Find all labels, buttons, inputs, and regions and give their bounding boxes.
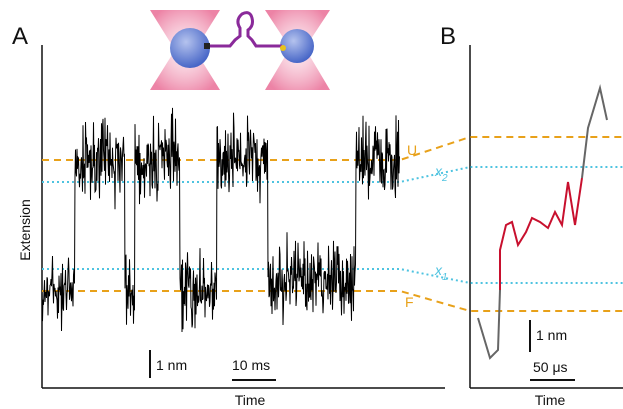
intermediate-label: x2: [434, 163, 448, 184]
level-label: U: [407, 142, 417, 158]
symbol: x: [434, 262, 443, 278]
axes: [41, 45, 623, 389]
level-label: F: [405, 294, 414, 310]
scale-bars: [149, 320, 575, 381]
panel-label: A: [12, 23, 28, 50]
x-axis-label: Time: [235, 392, 266, 408]
optical-trap-icon: [150, 10, 330, 90]
subscript: 1: [442, 272, 448, 283]
scale-label: 1 nm: [156, 357, 187, 373]
symbol: x: [434, 163, 443, 179]
panel-label: B: [440, 23, 456, 50]
x-axis-label: Time: [535, 392, 566, 408]
scale-label: 1 nm: [536, 327, 567, 343]
trace-b-transition: [499, 177, 583, 290]
scale-label: 10 ms: [232, 357, 270, 373]
extension-trace: [41, 107, 400, 333]
level-lines: [42, 136, 623, 312]
trace-b-post: [581, 84, 608, 179]
scale-label: 50 μs: [533, 359, 568, 375]
subscript: 2: [441, 173, 448, 184]
y-axis-label: Extension: [17, 199, 33, 260]
trace-b-pre: [477, 289, 501, 360]
intermediate-label: x1: [434, 262, 448, 283]
